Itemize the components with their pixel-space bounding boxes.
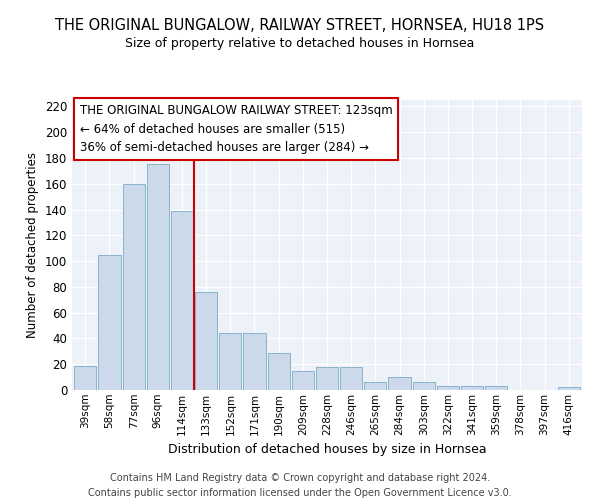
Bar <box>485 386 508 390</box>
Text: Contains HM Land Registry data © Crown copyright and database right 2024.
Contai: Contains HM Land Registry data © Crown c… <box>88 472 512 498</box>
Bar <box>219 334 241 390</box>
Text: Size of property relative to detached houses in Hornsea: Size of property relative to detached ho… <box>125 38 475 51</box>
Bar <box>316 367 338 390</box>
Text: THE ORIGINAL BUNGALOW RAILWAY STREET: 123sqm
← 64% of detached houses are smalle: THE ORIGINAL BUNGALOW RAILWAY STREET: 12… <box>80 104 392 154</box>
Bar <box>292 370 314 390</box>
Bar <box>437 386 459 390</box>
Bar <box>98 254 121 390</box>
Bar <box>122 184 145 390</box>
Bar <box>171 211 193 390</box>
Text: THE ORIGINAL BUNGALOW, RAILWAY STREET, HORNSEA, HU18 1PS: THE ORIGINAL BUNGALOW, RAILWAY STREET, H… <box>55 18 545 32</box>
Bar <box>461 386 483 390</box>
Y-axis label: Number of detached properties: Number of detached properties <box>26 152 39 338</box>
Bar <box>413 382 435 390</box>
Bar <box>388 377 410 390</box>
Bar <box>268 352 290 390</box>
Bar <box>146 164 169 390</box>
Bar <box>340 367 362 390</box>
Bar <box>364 382 386 390</box>
X-axis label: Distribution of detached houses by size in Hornsea: Distribution of detached houses by size … <box>167 443 487 456</box>
Bar <box>244 334 266 390</box>
Bar <box>557 388 580 390</box>
Bar <box>195 292 217 390</box>
Bar <box>74 366 97 390</box>
